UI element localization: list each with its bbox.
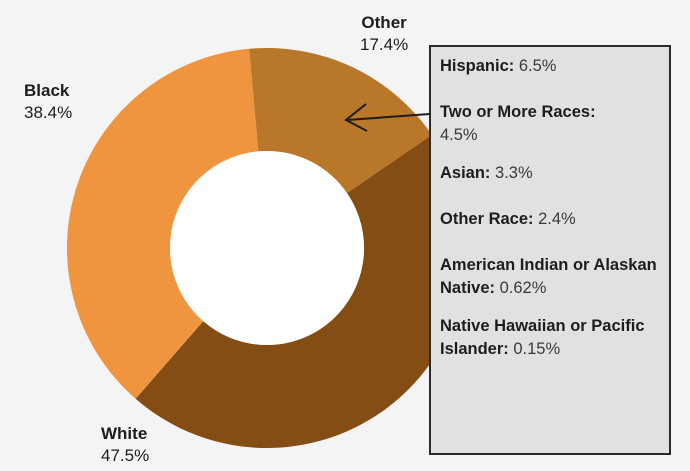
breakdown-item-hispanic: Hispanic: 6.5% [440, 55, 661, 78]
slice-label-black-value: 38.4% [24, 103, 73, 123]
slice-label-white: White 47.5% [101, 423, 149, 467]
breakdown-value: 0.15% [513, 340, 561, 358]
other-breakdown-box: Hispanic: 6.5% Two or More Races: 4.5% A… [429, 45, 671, 455]
breakdown-name: Hispanic: [440, 57, 515, 75]
breakdown-item-asian: Asian: 3.3% [440, 162, 661, 185]
slice-label-other: Other 17.4% [360, 12, 408, 56]
breakdown-value: 2.4% [538, 210, 576, 228]
breakdown-name: American Indian or Alaskan Native: [440, 256, 657, 297]
breakdown-value: 6.5% [518, 57, 557, 75]
slice-label-white-value: 47.5% [101, 446, 150, 466]
breakdown-name: Other Race: [440, 210, 534, 228]
slice-label-black-name: Black [24, 81, 70, 100]
breakdown-value: 4.5% [440, 126, 478, 144]
slice-label-other-name: Other [361, 13, 407, 32]
breakdown-item-american-indian: American Indian or Alaskan Native: 0.62% [440, 254, 661, 300]
breakdown-name: Native Hawaiian or Pacific Islander: [440, 317, 645, 358]
breakdown-item-other-race: Other Race: 2.4% [440, 208, 661, 231]
slice-label-black: Black 38.4% [24, 80, 72, 124]
slice-other [249, 48, 432, 194]
slice-label-other-value: 17.4% [360, 35, 409, 55]
slice-black [67, 48, 259, 399]
breakdown-item-native-hawaiian: Native Hawaiian or Pacific Islander: 0.1… [440, 315, 661, 361]
breakdown-value: 0.62% [499, 279, 547, 297]
donut-hole [170, 151, 364, 345]
breakdown-name: Two or More Races: [440, 103, 596, 121]
breakdown-name: Asian: [440, 164, 491, 182]
slice-label-white-name: White [101, 424, 148, 443]
breakdown-item-two-or-more: Two or More Races: 4.5% [440, 101, 661, 147]
slice-white [135, 134, 467, 448]
breakdown-value: 3.3% [495, 164, 533, 182]
